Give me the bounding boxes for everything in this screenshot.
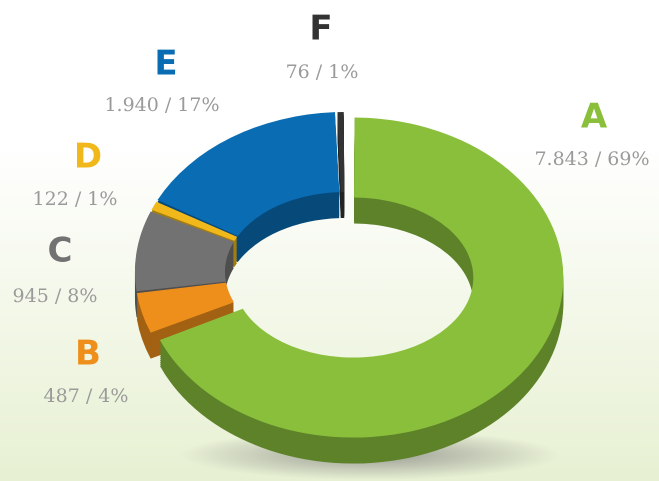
slice (135, 211, 234, 292)
slice (159, 117, 564, 438)
value-label: 76 / 1% (286, 61, 359, 83)
value-label: 7.843 / 69% (534, 148, 649, 170)
category-label: A (581, 97, 608, 137)
slice (157, 112, 340, 236)
value-label: 122 / 1% (33, 188, 118, 210)
slice (337, 112, 345, 193)
category-label: D (74, 137, 102, 177)
category-label: E (154, 44, 177, 84)
slice (151, 201, 238, 241)
category-label: C (48, 231, 73, 271)
category-label: B (75, 334, 101, 374)
value-label: 945 / 8% (13, 285, 98, 307)
value-label: 1.940 / 17% (104, 94, 219, 116)
slice (136, 282, 234, 333)
value-label: 487 / 4% (44, 385, 129, 407)
category-label: F (309, 9, 332, 49)
